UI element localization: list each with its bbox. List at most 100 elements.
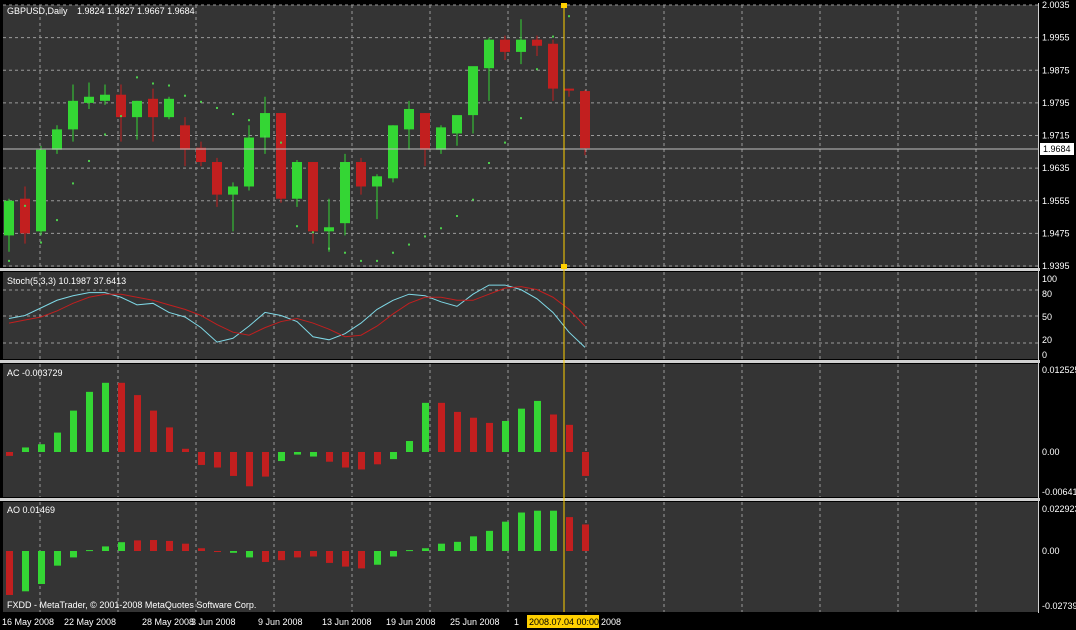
- fractal-dot: [184, 94, 186, 97]
- candle-body: [452, 115, 462, 134]
- ao-bar: [214, 551, 221, 552]
- price-tick-label: 1.9395: [1042, 261, 1070, 271]
- candle-body: [500, 39, 510, 52]
- fractal-dot: [280, 141, 282, 144]
- ao-bar: [182, 543, 189, 551]
- fractal-dot: [536, 68, 538, 71]
- fractal-dot: [120, 115, 122, 118]
- panel-separator[interactable]: [0, 498, 1040, 501]
- ao-bar: [518, 512, 525, 551]
- fractal-dot: [56, 219, 58, 222]
- ao-bar: [86, 550, 93, 552]
- ao-bar: [502, 521, 509, 551]
- ac-bar: [502, 420, 509, 452]
- stochastic-tick-label: 50: [1042, 312, 1052, 322]
- ao-bar: [406, 550, 413, 552]
- candle-body: [388, 125, 398, 179]
- fractal-dot: [552, 35, 554, 38]
- ac-bar: [214, 452, 221, 468]
- fractal-dot: [104, 133, 106, 136]
- date-tick-label: 9 Jun 2008: [258, 617, 303, 627]
- price-tick-label: 1.9955: [1042, 33, 1070, 43]
- stochastic-label: Stoch(5,3,3) 10.1987 37.6413: [7, 276, 126, 286]
- fractal-dot: [520, 117, 522, 120]
- stochastic-tick-label: 100: [1042, 274, 1057, 284]
- panel-separator[interactable]: [0, 268, 1040, 271]
- ao-bar: [70, 551, 77, 558]
- stochastic-signal-line: [8, 286, 586, 338]
- ao-bar: [150, 540, 157, 551]
- crosshair-handle-bottom[interactable]: [561, 264, 567, 269]
- ac-bar: [582, 452, 589, 476]
- fractal-dots: [8, 15, 570, 262]
- ac-bar: [358, 452, 365, 470]
- ao-bar: [262, 551, 269, 562]
- ac-bar: [54, 432, 61, 452]
- fractal-dot: [440, 227, 442, 230]
- candle-body: [132, 100, 142, 118]
- candle-body: [308, 162, 318, 232]
- ac-bar: [182, 448, 189, 452]
- ac-bar: [390, 452, 397, 460]
- symbol-label: GBPUSD,Daily: [7, 6, 68, 16]
- right-border: [1038, 3, 1039, 613]
- ao-bar: [470, 536, 477, 551]
- ao-bar: [134, 540, 141, 551]
- ac-tick-label: 0.012525: [1042, 365, 1076, 375]
- ao-bar: [310, 551, 317, 557]
- ao-bar: [246, 551, 253, 558]
- ao-bar: [118, 542, 125, 551]
- ao-bar: [6, 551, 13, 595]
- ao-bar: [454, 541, 461, 551]
- fractal-dot: [72, 182, 74, 185]
- fractal-dot: [8, 259, 10, 262]
- ac-bar: [6, 452, 13, 456]
- fractal-dot: [248, 119, 250, 122]
- crosshair-handle-top[interactable]: [561, 3, 567, 8]
- ac-bar: [438, 402, 445, 452]
- ac-bar: [518, 408, 525, 452]
- ao-tick-label: 0.00: [1042, 546, 1060, 556]
- crosshair-date-label: 2008.07.04 00:00: [529, 617, 599, 627]
- ao-bar: [22, 551, 29, 592]
- panel-separator[interactable]: [0, 360, 1040, 363]
- candle-body: [436, 127, 446, 150]
- fractal-dot: [344, 251, 346, 254]
- candle-body: [36, 149, 46, 232]
- ao-bar: [566, 517, 573, 551]
- candle-body: [4, 200, 14, 236]
- candle-body: [212, 162, 222, 195]
- ac-bar: [246, 452, 253, 487]
- fractal-dot: [216, 106, 218, 109]
- ao-bar: [278, 551, 285, 561]
- candle-body: [20, 198, 30, 234]
- candle-body: [180, 125, 190, 150]
- candle-body: [324, 227, 334, 232]
- current-price-tag: 1.9684: [1043, 144, 1071, 154]
- crosshair-date-suffix: 2008: [601, 617, 621, 627]
- price-tick-label: 1.9795: [1042, 98, 1070, 108]
- ac-bar: [102, 382, 109, 452]
- candle-body: [532, 39, 542, 46]
- ac-bar: [150, 410, 157, 452]
- candle-body: [484, 39, 494, 69]
- date-tick-label: 16 May 2008: [2, 617, 54, 627]
- candle-body: [340, 162, 350, 224]
- fractal-dot: [200, 100, 202, 103]
- fractal-dot: [408, 243, 410, 246]
- date-tick-label: 1: [514, 617, 519, 627]
- stochastic-lines: [8, 284, 586, 348]
- fractal-dot: [488, 162, 490, 165]
- date-tick-label: 22 May 2008: [64, 617, 116, 627]
- ac-histogram: [6, 382, 589, 487]
- ao-bar: [230, 551, 237, 553]
- ac-bar: [486, 422, 493, 452]
- crosshair-date-bg: [527, 615, 599, 628]
- candle-body: [68, 100, 78, 130]
- ao-bar: [358, 551, 365, 569]
- ao-bar: [198, 548, 205, 551]
- ac-bar: [166, 427, 173, 452]
- ac-bar: [550, 414, 557, 452]
